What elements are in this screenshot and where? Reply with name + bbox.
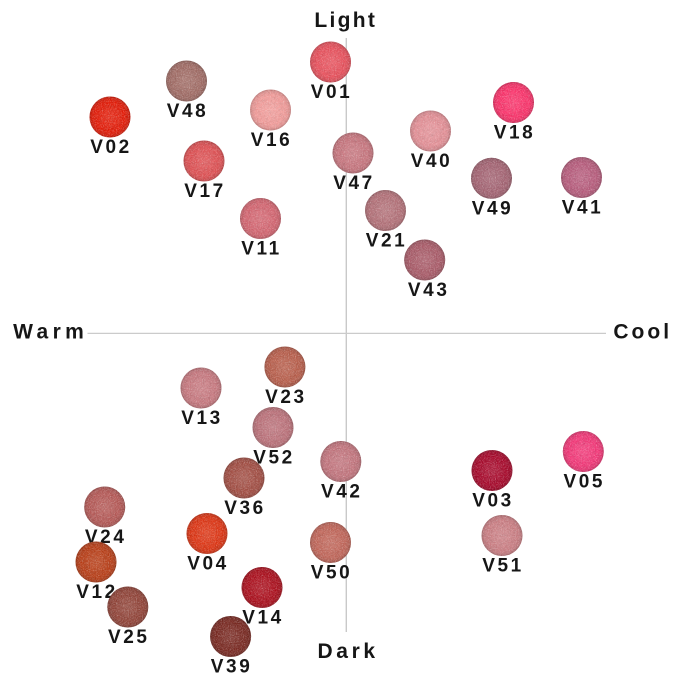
svg-text:V42: V42 bbox=[321, 482, 363, 503]
svg-text:Cool: Cool bbox=[613, 321, 672, 344]
svg-text:V23: V23 bbox=[265, 387, 307, 408]
svg-text:V51: V51 bbox=[482, 556, 524, 577]
svg-text:V04: V04 bbox=[187, 554, 229, 575]
svg-text:V39: V39 bbox=[211, 657, 253, 678]
svg-text:V48: V48 bbox=[167, 101, 209, 122]
svg-text:Light: Light bbox=[314, 9, 377, 32]
svg-text:V11: V11 bbox=[241, 239, 282, 260]
svg-text:V03: V03 bbox=[472, 491, 514, 512]
svg-text:V50: V50 bbox=[311, 563, 353, 584]
svg-text:V43: V43 bbox=[408, 280, 450, 301]
svg-text:V49: V49 bbox=[472, 198, 514, 219]
svg-text:V41: V41 bbox=[562, 198, 604, 219]
svg-text:V47: V47 bbox=[333, 173, 375, 194]
svg-text:V02: V02 bbox=[90, 137, 132, 158]
svg-text:V25: V25 bbox=[108, 627, 150, 648]
svg-text:V13: V13 bbox=[181, 408, 223, 429]
svg-text:V18: V18 bbox=[494, 123, 536, 144]
svg-text:V21: V21 bbox=[366, 231, 408, 252]
svg-text:V17: V17 bbox=[184, 181, 226, 202]
svg-text:Warm: Warm bbox=[13, 321, 88, 344]
svg-text:V40: V40 bbox=[411, 151, 453, 172]
svg-text:V12: V12 bbox=[76, 582, 118, 603]
svg-text:V05: V05 bbox=[563, 472, 605, 493]
svg-text:V14: V14 bbox=[242, 608, 284, 629]
svg-text:V36: V36 bbox=[224, 498, 266, 519]
svg-text:V01: V01 bbox=[311, 82, 353, 103]
svg-text:Dark: Dark bbox=[318, 640, 379, 663]
svg-text:V16: V16 bbox=[251, 130, 293, 151]
svg-text:V52: V52 bbox=[253, 448, 295, 469]
